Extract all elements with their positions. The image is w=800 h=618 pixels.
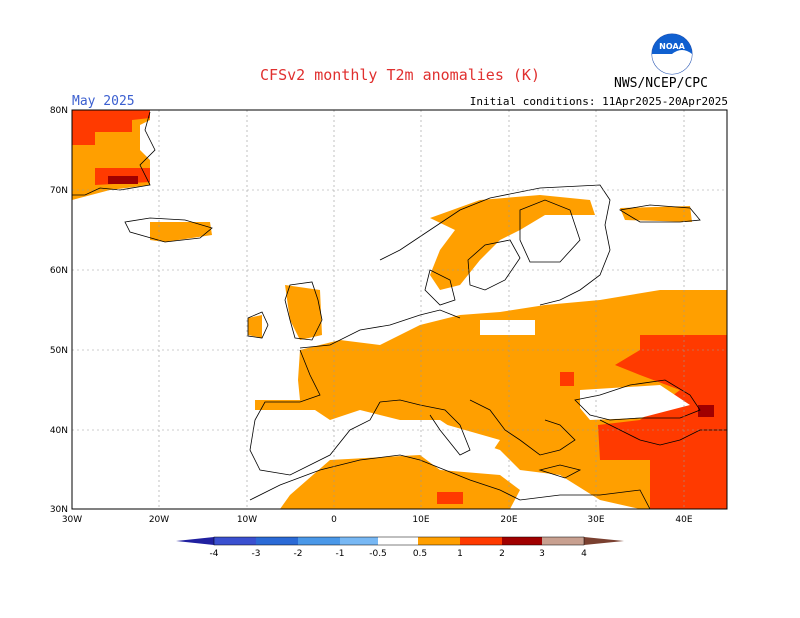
caucasus-dark-spot — [698, 405, 714, 417]
colorbar-segment — [502, 537, 542, 545]
coastlines — [72, 111, 727, 510]
ireland-anomaly — [248, 315, 262, 338]
greenland-dark-spot — [108, 176, 138, 184]
agency-label: NWS/NCEP/CPC — [614, 76, 708, 91]
colorbar-segment — [542, 537, 584, 545]
lat-label: 50N — [50, 346, 68, 356]
colorbar-label: -1 — [336, 549, 345, 559]
initial-conditions: Initial conditions: 11Apr2025-20Apr2025 — [469, 95, 728, 108]
colorbar-segment — [298, 537, 340, 545]
map-frame — [71, 109, 728, 510]
noaa-logo: NOAA — [651, 33, 693, 75]
colorbar-segment — [340, 537, 378, 545]
colorbar-segment — [214, 537, 256, 545]
lon-label: 10E — [412, 515, 429, 525]
colorbar-label: 3 — [539, 549, 545, 559]
scandinavia-anomaly — [430, 195, 595, 290]
lon-label: 0 — [331, 515, 337, 525]
colorbar-label: -4 — [210, 549, 219, 559]
iberia-north-anomaly — [255, 400, 330, 410]
lat-label: 70N — [50, 186, 68, 196]
graticule — [72, 110, 727, 509]
mediterranean-neutral — [430, 420, 500, 470]
colorbar-label: 1 — [457, 549, 463, 559]
ukraine-warm-spot — [560, 372, 574, 386]
lon-label: 20E — [500, 515, 517, 525]
colorbar-label: -2 — [294, 549, 303, 559]
lon-label: 40E — [675, 515, 692, 525]
lon-label: 20W — [149, 515, 169, 525]
lon-label: 30E — [587, 515, 604, 525]
lon-label: 10W — [237, 515, 257, 525]
colorbar-label: -0.5 — [369, 549, 387, 559]
latitude-labels: 80N 70N 60N 50N 40N 30N — [50, 106, 68, 515]
greenland-warm-core — [72, 110, 150, 145]
colorbar-segment — [256, 537, 298, 545]
lat-label: 60N — [50, 266, 68, 276]
colorbar-label: 4 — [581, 549, 587, 559]
iceland-anomaly — [150, 222, 212, 242]
colorbar-segment — [460, 537, 502, 545]
longitude-labels: 30W 20W 10W 0 10E 20E 30E 40E — [62, 515, 693, 525]
colorbar-segment — [378, 537, 418, 545]
colorbar-segment — [418, 537, 460, 545]
colorbar-cap-low — [176, 537, 214, 545]
lat-label: 40N — [50, 426, 68, 436]
colorbar-cap-high — [584, 537, 624, 545]
lon-label: 30W — [62, 515, 82, 525]
logo-text: NOAA — [659, 42, 685, 51]
libya-warm-spot — [437, 492, 463, 504]
forecast-month: May 2025 — [72, 94, 135, 109]
colorbar-label: 0.5 — [413, 549, 427, 559]
colorbar: -4 -3 -2 -1 -0.5 0.5 1 2 3 4 — [176, 536, 624, 559]
lat-label: 30N — [50, 505, 68, 515]
eastern-warm-anomaly — [598, 335, 727, 509]
british-isles-anomaly — [285, 285, 322, 340]
central-europe-neutral — [480, 320, 535, 335]
map-title: CFSv2 monthly T2m anomalies (K) — [260, 66, 540, 84]
colorbar-label: -3 — [252, 549, 261, 559]
anomaly-shading — [72, 110, 727, 509]
kola-anomaly — [620, 206, 692, 222]
lat-label: 80N — [50, 106, 68, 116]
colorbar-label: 2 — [499, 549, 505, 559]
colorbar-outline — [213, 536, 585, 546]
black-sea — [580, 385, 690, 420]
